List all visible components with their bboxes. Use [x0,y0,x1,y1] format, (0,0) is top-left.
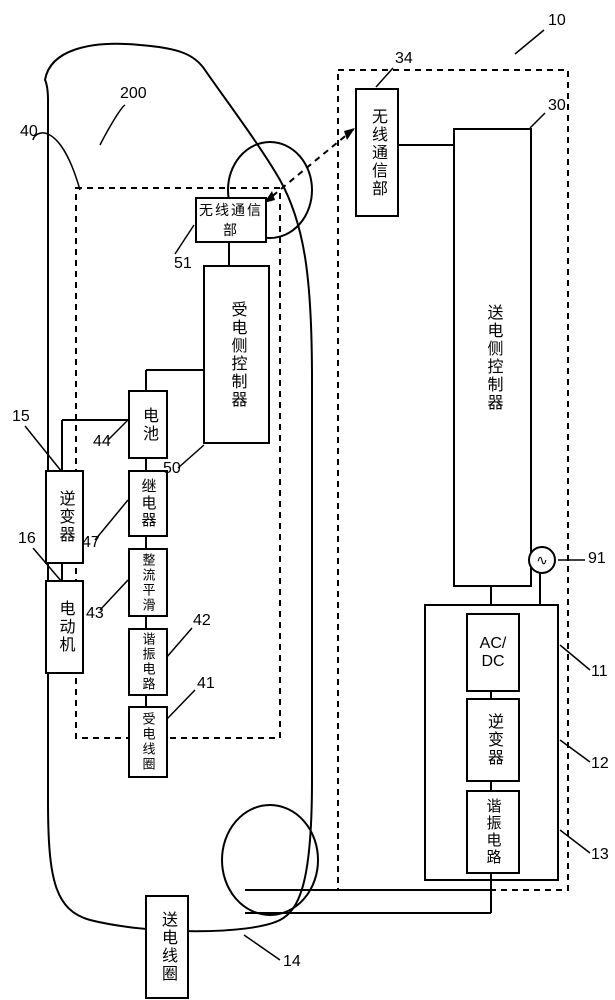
rx-coil-label: 受电线圈 [139,712,158,772]
label-40: 40 [20,123,38,141]
label-200: 200 [120,85,147,103]
inverter-tx-block: 逆变器 [466,698,520,782]
ac-source-icon: ∿ [528,546,556,574]
label-47: 47 [82,534,100,552]
wireless-comm-rx-block: 无线通信部 [195,197,267,243]
resonant-rx-block: 谐振电路 [128,628,168,696]
label-10: 10 [548,12,566,30]
diagram-container: 无线通信部 送电侧控制器 AC/ DC 逆变器 谐振电路 ∿ 送电线圈 无线通信… [0,0,615,1000]
rx-controller-label: 受电侧控制器 [225,301,249,409]
tx-controller-label: 送电侧控制器 [481,304,505,412]
wireless-comm-tx-block: 无线通信部 [355,88,399,217]
label-30: 30 [548,97,566,115]
label-16: 16 [18,530,36,548]
label-12: 12 [591,755,609,773]
label-14: 14 [283,953,301,971]
motor-block: 电动机 [45,580,84,674]
label-11: 11 [591,663,608,681]
inverter-tx-label: 逆变器 [481,713,505,767]
label-44: 44 [93,433,111,451]
rectifier-block: 整流平滑 [128,548,168,617]
label-41: 41 [197,675,215,693]
label-91: 91 [588,550,606,568]
relay-block: 继电器 [128,470,168,537]
label-50: 50 [163,460,181,478]
wireless-comm-tx-label: 无线通信部 [365,108,389,198]
label-43: 43 [86,605,104,623]
label-13: 13 [591,846,609,864]
inverter-rx-label: 逆变器 [53,490,77,544]
tx-controller-block: 送电侧控制器 [453,128,532,587]
wireless-comm-rx-label: 无线通信部 [197,200,265,240]
tx-coil-label: 送电线圈 [155,911,179,983]
battery-label: 电池 [136,407,160,443]
acdc-label: AC/ DC [480,635,507,671]
resonant-tx-label: 谐振电路 [483,798,504,866]
relay-label: 继电器 [138,478,159,529]
rx-controller-block: 受电侧控制器 [203,265,270,444]
resonant-tx-block: 谐振电路 [466,790,520,874]
label-15: 15 [12,408,30,426]
tx-coil-block: 送电线圈 [145,895,189,999]
resonant-rx-label: 谐振电路 [139,632,158,692]
rx-coil-block: 受电线圈 [128,706,168,778]
motor-label: 电动机 [53,600,77,654]
acdc-block: AC/ DC [466,613,520,692]
label-42: 42 [193,612,211,630]
label-51: 51 [174,255,192,273]
label-34: 34 [395,50,413,68]
inverter-rx-block: 逆变器 [45,470,84,564]
battery-block: 电池 [128,390,168,459]
rectifier-label: 整流平滑 [139,553,158,613]
